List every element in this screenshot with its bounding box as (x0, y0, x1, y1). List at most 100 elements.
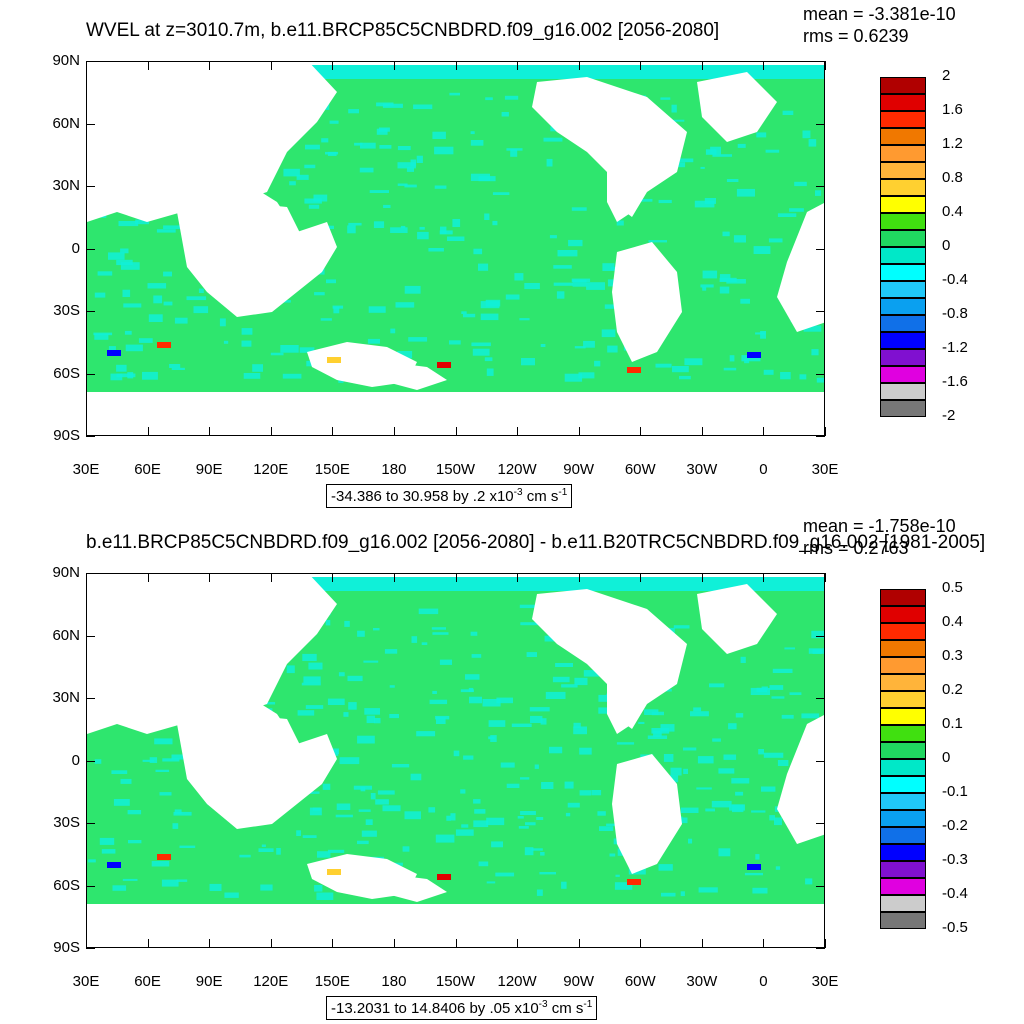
colorbar-label: 1.6 (942, 101, 963, 118)
texture-patch (94, 333, 109, 340)
texture-patch (514, 273, 524, 281)
texture-patch (163, 225, 183, 230)
y-tick-label: 60S (53, 364, 80, 382)
texture-patch (304, 164, 316, 169)
texture-patch (732, 804, 744, 813)
texture-patch (518, 826, 529, 829)
texture-patch (108, 346, 116, 354)
texture-patch (93, 332, 113, 336)
texture-patch (400, 225, 406, 229)
texture-patch (553, 265, 572, 269)
texture-patch (506, 783, 520, 788)
texture-patch (118, 221, 139, 227)
texture-patch (690, 711, 709, 717)
y-tick (816, 573, 825, 574)
land-region (87, 574, 337, 734)
texture-patch (321, 138, 329, 143)
texture-patch (726, 279, 746, 284)
land-region (697, 72, 777, 142)
texture-patch (519, 604, 539, 609)
texture-patch (161, 879, 179, 887)
texture-patch (302, 653, 317, 661)
colorbar-swatch (880, 878, 926, 895)
texture-patch (755, 332, 766, 335)
texture-patch (402, 846, 410, 852)
colorbar-swatch (880, 298, 926, 315)
texture-patch (432, 632, 449, 635)
texture-patch (763, 369, 774, 375)
texture-patch (224, 892, 239, 898)
y-tick (86, 760, 95, 762)
texture-patch (655, 363, 672, 368)
land-region (387, 874, 447, 902)
x-tick (825, 427, 826, 436)
texture-patch (120, 778, 132, 784)
x-tick (763, 61, 765, 70)
texture-patch (397, 162, 416, 169)
texture-patch (780, 372, 791, 380)
colorbar-swatch (880, 264, 926, 281)
colorbar-label: -0.1 (942, 783, 968, 800)
x-tick (147, 573, 149, 582)
colorbar-label: -0.4 (942, 885, 968, 902)
texture-patch (607, 279, 617, 287)
texture-patch (561, 684, 578, 688)
texture-patch (673, 119, 685, 122)
y-tick (816, 823, 825, 824)
texture-patch (172, 823, 179, 829)
range-exponent: -3 (513, 487, 523, 498)
texture-patch (536, 817, 544, 820)
texture-patch (276, 848, 281, 855)
texture-patch (510, 149, 518, 157)
land-region (607, 684, 632, 734)
x-tick (517, 427, 519, 436)
texture-patch (506, 148, 523, 151)
texture-patch (777, 760, 789, 766)
x-tick-label: 30E (72, 461, 100, 478)
x-tick-label: 150W (435, 973, 476, 990)
extreme-value-patch (157, 342, 171, 348)
texture-patch (683, 768, 688, 774)
x-tick (393, 427, 395, 436)
texture-patch (123, 303, 142, 308)
colorbar-swatch (880, 776, 926, 793)
texture-patch (606, 823, 617, 827)
texture-patch (219, 318, 226, 327)
texture-patch (344, 620, 350, 627)
bottom-panel: b.e11.BRCP85C5CNBDRD.f09_g16.002 [2056-2… (0, 512, 1024, 1024)
texture-patch (803, 325, 822, 332)
texture-patch (543, 137, 563, 142)
land-mask (87, 574, 824, 947)
texture-patch (808, 139, 817, 147)
texture-patch (473, 799, 481, 804)
x-tick (825, 939, 826, 948)
texture-patch (673, 625, 690, 629)
texture-patch (712, 738, 721, 742)
colorbar-swatch (880, 793, 926, 810)
texture-patch (679, 375, 691, 380)
land-region (87, 392, 824, 435)
texture-patch (369, 190, 389, 193)
texture-patch (602, 263, 615, 271)
y-tick (816, 248, 825, 250)
texture-patch (583, 340, 595, 348)
texture-patch (782, 110, 794, 115)
texture-patch (174, 809, 182, 814)
colorbar-swatch (880, 606, 926, 623)
texture-patch (540, 718, 547, 725)
texture-patch (241, 340, 252, 347)
texture-patch (811, 349, 819, 356)
texture-patch (336, 803, 351, 810)
texture-patch (684, 358, 703, 366)
texture-patch (640, 198, 653, 202)
colorbar-label: -0.2 (942, 817, 968, 834)
texture-patch (488, 736, 495, 740)
colorbar-swatch (880, 213, 926, 230)
texture-patch (530, 715, 543, 723)
extreme-value-patch (747, 864, 761, 870)
stats-readout: mean = -1.758e-10 rms = 0.2763 (803, 515, 956, 559)
texture-patch (198, 288, 204, 293)
texture-patch (348, 702, 357, 710)
x-tick (578, 427, 580, 436)
texture-patch (302, 835, 317, 838)
